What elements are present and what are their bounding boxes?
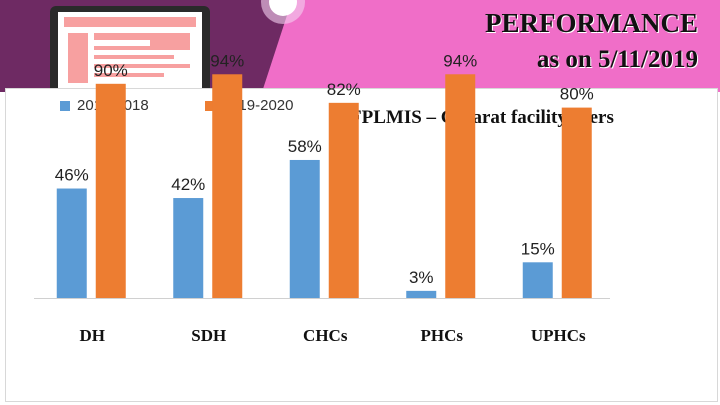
category-label-uphcs: UPHCs (531, 326, 586, 345)
data-label-chcs-2017-2018: 58% (288, 137, 322, 156)
data-label-sdh-2017-2018: 42% (171, 175, 205, 194)
data-label-uphcs-2019-2020: 80% (560, 85, 594, 104)
data-label-dh-2019-2020: 90% (94, 61, 128, 80)
category-label-sdh: SDH (191, 326, 226, 345)
bar-chcs-2019-2020 (328, 102, 359, 298)
bar-chcs-2017-2018 (289, 159, 320, 298)
data-label-sdh-2019-2020: 94% (210, 51, 244, 70)
category-label-chcs: CHCs (303, 326, 348, 345)
category-label-dh: DH (80, 326, 106, 345)
bar-phcs-2019-2020 (445, 74, 476, 298)
legend-swatch-2019 (204, 100, 215, 111)
banner-decoration (0, 0, 305, 92)
laptop-icon (50, 6, 210, 92)
header-title: PERFORMANCE as on 5/11/2019 (485, 6, 698, 76)
legend-swatch-2017 (60, 100, 70, 111)
category-label-phcs: PHCs (421, 326, 464, 345)
bar-sdh-2019-2020 (212, 74, 243, 298)
bar-phcs-2017-2018 (406, 290, 437, 298)
title-line-1: PERFORMANCE (485, 8, 698, 38)
data-label-phcs-2019-2020: 94% (443, 51, 477, 70)
chart-title: FPLMIS – Gujarat facility users (350, 107, 614, 128)
data-label-chcs-2019-2020: 82% (327, 80, 361, 99)
data-label-dh-2017-2018: 46% (55, 166, 89, 185)
title-line-2: as on 5/11/2019 (536, 46, 698, 73)
bar-uphcs-2017-2018 (522, 262, 553, 298)
header-banner: PERFORMANCE as on 5/11/2019 (0, 0, 720, 92)
bar-uphcs-2019-2020 (561, 107, 592, 298)
bar-sdh-2017-2018 (173, 198, 204, 298)
data-label-uphcs-2017-2018: 15% (521, 239, 555, 258)
bar-dh-2019-2020 (95, 83, 126, 298)
glow-orb-icon (261, 0, 305, 24)
data-label-phcs-2017-2018: 3% (409, 268, 434, 287)
bar-dh-2017-2018 (56, 188, 87, 298)
